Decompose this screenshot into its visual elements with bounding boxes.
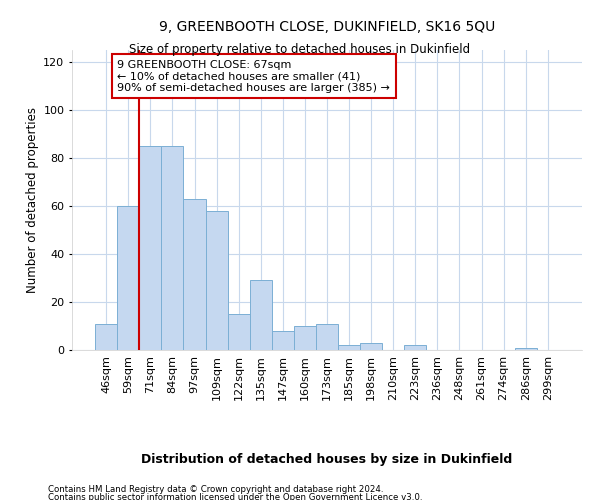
Bar bbox=[95, 324, 117, 350]
Bar bbox=[139, 146, 161, 350]
Bar bbox=[404, 345, 427, 350]
Bar bbox=[316, 324, 338, 350]
Text: Contains public sector information licensed under the Open Government Licence v3: Contains public sector information licen… bbox=[48, 494, 422, 500]
Bar bbox=[184, 199, 206, 350]
Bar bbox=[515, 348, 537, 350]
Bar bbox=[294, 326, 316, 350]
Y-axis label: Number of detached properties: Number of detached properties bbox=[26, 107, 39, 293]
Title: 9, GREENBOOTH CLOSE, DUKINFIELD, SK16 5QU: 9, GREENBOOTH CLOSE, DUKINFIELD, SK16 5Q… bbox=[159, 20, 495, 34]
Bar bbox=[117, 206, 139, 350]
Bar bbox=[360, 343, 382, 350]
Bar bbox=[227, 314, 250, 350]
Bar bbox=[206, 211, 227, 350]
X-axis label: Distribution of detached houses by size in Dukinfield: Distribution of detached houses by size … bbox=[142, 453, 512, 466]
Text: 9 GREENBOOTH CLOSE: 67sqm
← 10% of detached houses are smaller (41)
90% of semi-: 9 GREENBOOTH CLOSE: 67sqm ← 10% of detac… bbox=[117, 60, 390, 93]
Bar bbox=[161, 146, 184, 350]
Text: Contains HM Land Registry data © Crown copyright and database right 2024.: Contains HM Land Registry data © Crown c… bbox=[48, 485, 383, 494]
Bar bbox=[272, 331, 294, 350]
Bar bbox=[250, 280, 272, 350]
Text: Size of property relative to detached houses in Dukinfield: Size of property relative to detached ho… bbox=[130, 42, 470, 56]
Bar bbox=[338, 345, 360, 350]
